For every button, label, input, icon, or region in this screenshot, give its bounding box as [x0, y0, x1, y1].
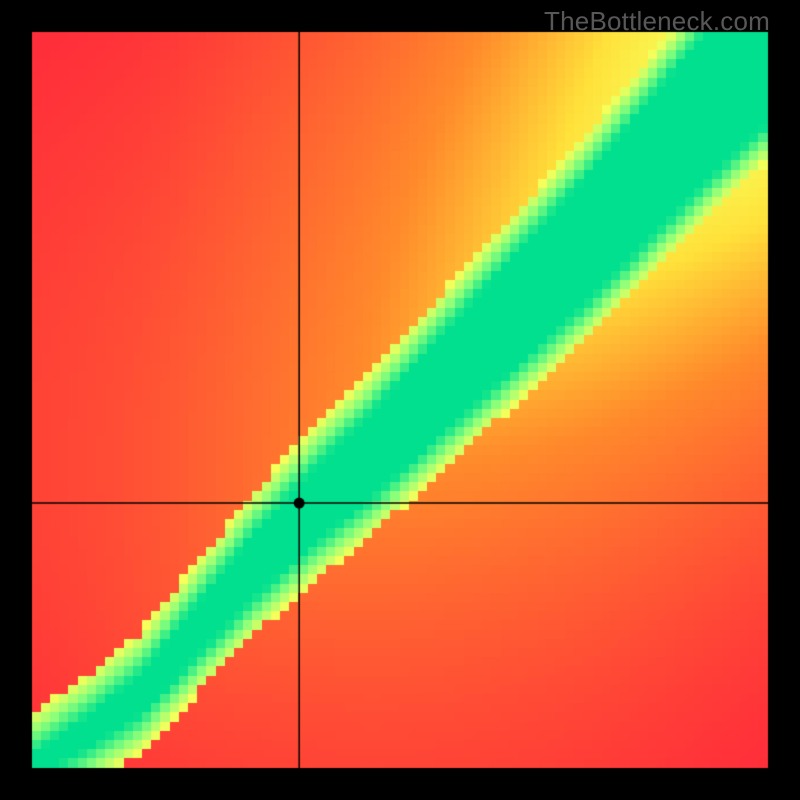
watermark-label: TheBottleneck.com — [544, 6, 770, 37]
bottleneck-heatmap-canvas — [0, 0, 800, 800]
chart-frame: TheBottleneck.com — [0, 0, 800, 800]
